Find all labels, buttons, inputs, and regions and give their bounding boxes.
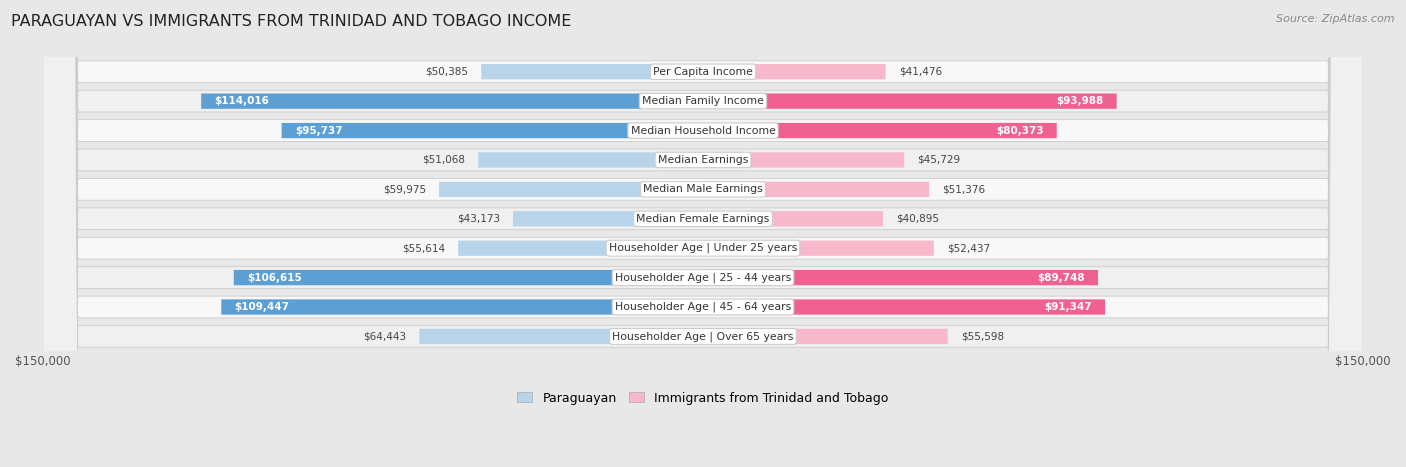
FancyBboxPatch shape (439, 182, 703, 197)
Text: Median Household Income: Median Household Income (630, 126, 776, 135)
Text: $51,068: $51,068 (422, 155, 465, 165)
Legend: Paraguayan, Immigrants from Trinidad and Tobago: Paraguayan, Immigrants from Trinidad and… (512, 387, 894, 410)
Text: Householder Age | Over 65 years: Householder Age | Over 65 years (612, 331, 794, 342)
Text: $45,729: $45,729 (918, 155, 960, 165)
Text: $50,385: $50,385 (425, 67, 468, 77)
Text: Householder Age | Under 25 years: Householder Age | Under 25 years (609, 243, 797, 254)
FancyBboxPatch shape (233, 270, 703, 285)
FancyBboxPatch shape (42, 0, 1364, 467)
FancyBboxPatch shape (703, 211, 883, 226)
Text: $89,748: $89,748 (1038, 273, 1085, 283)
Text: Median Family Income: Median Family Income (643, 96, 763, 106)
FancyBboxPatch shape (703, 270, 1098, 285)
Text: $80,373: $80,373 (995, 126, 1043, 135)
FancyBboxPatch shape (419, 329, 703, 344)
Text: $95,737: $95,737 (295, 126, 343, 135)
FancyBboxPatch shape (703, 329, 948, 344)
Text: $52,437: $52,437 (948, 243, 990, 253)
Text: $55,598: $55,598 (960, 332, 1004, 341)
FancyBboxPatch shape (703, 182, 929, 197)
Text: $114,016: $114,016 (214, 96, 270, 106)
FancyBboxPatch shape (42, 0, 1364, 467)
FancyBboxPatch shape (478, 152, 703, 168)
FancyBboxPatch shape (42, 0, 1364, 467)
FancyBboxPatch shape (513, 211, 703, 226)
FancyBboxPatch shape (42, 0, 1364, 467)
Text: $51,376: $51,376 (942, 184, 986, 194)
FancyBboxPatch shape (703, 241, 934, 256)
FancyBboxPatch shape (42, 0, 1364, 467)
FancyBboxPatch shape (703, 123, 1057, 138)
Text: $93,988: $93,988 (1056, 96, 1104, 106)
Text: $41,476: $41,476 (898, 67, 942, 77)
Text: $40,895: $40,895 (896, 214, 939, 224)
Text: Median Earnings: Median Earnings (658, 155, 748, 165)
FancyBboxPatch shape (703, 152, 904, 168)
Text: Median Male Earnings: Median Male Earnings (643, 184, 763, 194)
FancyBboxPatch shape (42, 0, 1364, 467)
FancyBboxPatch shape (458, 241, 703, 256)
Text: Per Capita Income: Per Capita Income (652, 67, 754, 77)
Text: $55,614: $55,614 (402, 243, 446, 253)
FancyBboxPatch shape (703, 299, 1105, 315)
FancyBboxPatch shape (42, 0, 1364, 467)
Text: $59,975: $59,975 (382, 184, 426, 194)
Text: Householder Age | 45 - 64 years: Householder Age | 45 - 64 years (614, 302, 792, 312)
FancyBboxPatch shape (221, 299, 703, 315)
FancyBboxPatch shape (201, 93, 703, 109)
Text: $106,615: $106,615 (247, 273, 302, 283)
Text: PARAGUAYAN VS IMMIGRANTS FROM TRINIDAD AND TOBAGO INCOME: PARAGUAYAN VS IMMIGRANTS FROM TRINIDAD A… (11, 14, 572, 29)
Text: Householder Age | 25 - 44 years: Householder Age | 25 - 44 years (614, 272, 792, 283)
FancyBboxPatch shape (42, 0, 1364, 467)
Text: $91,347: $91,347 (1045, 302, 1092, 312)
FancyBboxPatch shape (281, 123, 703, 138)
FancyBboxPatch shape (703, 93, 1116, 109)
Text: $43,173: $43,173 (457, 214, 499, 224)
Text: $109,447: $109,447 (235, 302, 290, 312)
FancyBboxPatch shape (42, 0, 1364, 467)
Text: Median Female Earnings: Median Female Earnings (637, 214, 769, 224)
FancyBboxPatch shape (42, 0, 1364, 467)
FancyBboxPatch shape (703, 64, 886, 79)
Text: Source: ZipAtlas.com: Source: ZipAtlas.com (1277, 14, 1395, 24)
Text: $64,443: $64,443 (363, 332, 406, 341)
FancyBboxPatch shape (481, 64, 703, 79)
